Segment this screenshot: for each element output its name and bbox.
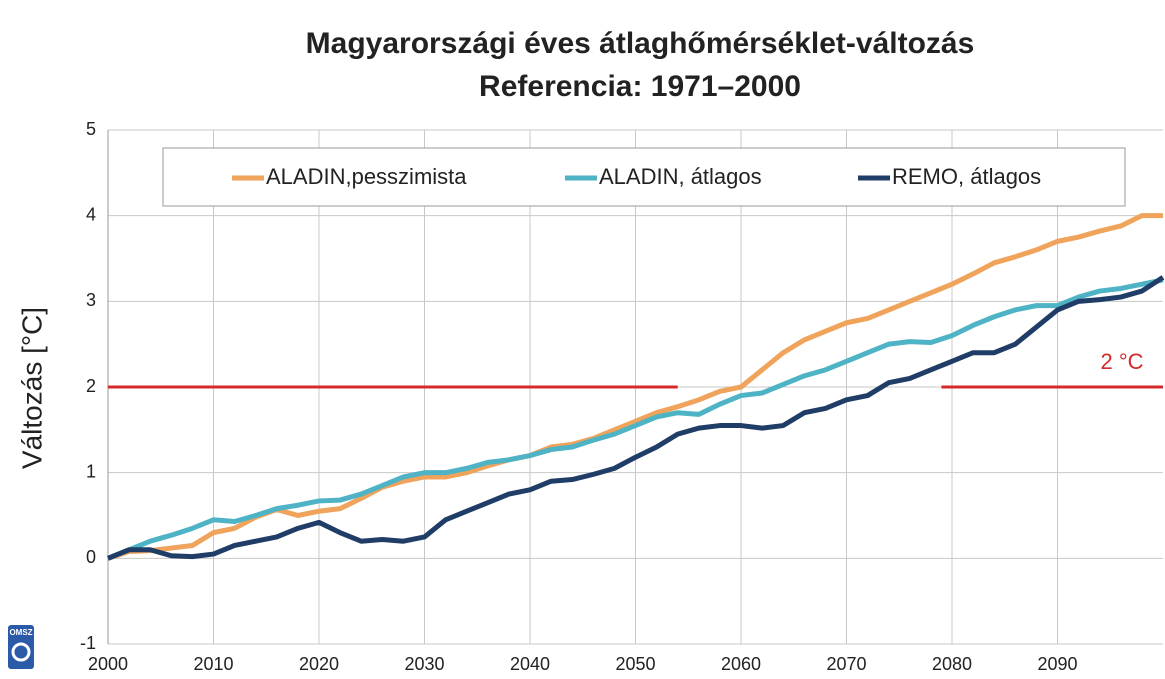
- legend-label: ALADIN, átlagos: [599, 164, 762, 189]
- series-line: [107, 275, 1165, 561]
- legend: ALADIN,pesszimista ALADIN, átlagos REMO, á…: [162, 147, 1126, 207]
- y-tick-label: 0: [86, 547, 96, 567]
- x-tick-label: 2070: [826, 654, 866, 674]
- series-line: [107, 213, 1163, 561]
- logo-swirl: [11, 642, 31, 662]
- legend-label: REMO, átlagos: [892, 164, 1041, 189]
- logo-text: OMSZ: [9, 628, 32, 637]
- logo: OMSZ: [8, 625, 34, 669]
- legend-label: ALADIN,pesszimista: [266, 164, 467, 189]
- x-tick-label: 2010: [193, 654, 233, 674]
- y-tick-label: -1: [80, 633, 96, 653]
- x-tick-label: 2090: [1037, 654, 1077, 674]
- y-tick-label: 3: [86, 290, 96, 310]
- x-tick-label: 2000: [88, 654, 128, 674]
- y-axis-label: Változás [°C]: [16, 307, 47, 469]
- reference-label: 2 °C: [1100, 349, 1143, 374]
- y-tick-label: 4: [86, 204, 96, 224]
- x-tick-label: 2040: [510, 654, 550, 674]
- series-line: [107, 277, 1164, 561]
- y-tick-label: 5: [86, 119, 96, 139]
- x-tick-label: 2080: [932, 654, 972, 674]
- legend-box: [162, 147, 1126, 207]
- chart-title: Magyarországi éves átlaghőmérséklet-vált…: [306, 27, 975, 60]
- y-tick-label: 2: [86, 376, 96, 396]
- y-tick-label: 1: [86, 461, 96, 481]
- x-tick-label: 2050: [615, 654, 655, 674]
- chart-subtitle: Referencia: 1971–2000: [479, 70, 801, 103]
- x-tick-label: 2020: [299, 654, 339, 674]
- x-tick-label: 2030: [404, 654, 444, 674]
- x-tick-label: 2060: [721, 654, 761, 674]
